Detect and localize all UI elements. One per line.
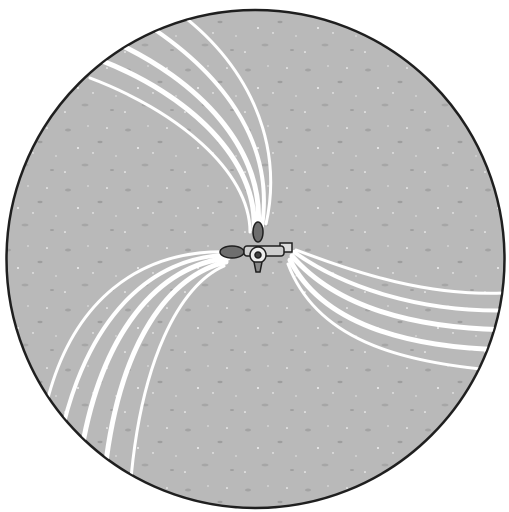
water-streams bbox=[43, 11, 504, 492]
stream-right bbox=[286, 248, 504, 374]
sprinkler-head bbox=[219, 221, 293, 273]
stream-lower-left bbox=[43, 250, 234, 492]
stream-upper-left bbox=[88, 11, 273, 234]
